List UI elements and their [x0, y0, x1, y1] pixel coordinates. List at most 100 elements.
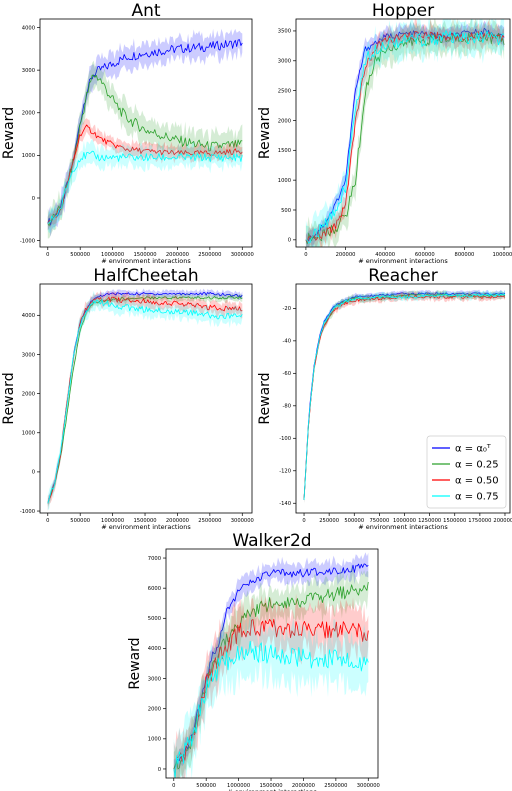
- series-1-band: [305, 19, 505, 247]
- x-tick-label: 1000000: [101, 252, 124, 258]
- series-1-band: [47, 60, 243, 239]
- y-tick-label: 2000: [278, 118, 291, 124]
- x-tick-label: 0: [304, 252, 307, 258]
- x-tick-label: 500000: [70, 518, 90, 524]
- y-tick-label: -1000: [20, 238, 35, 244]
- series-3-line: [47, 299, 243, 504]
- plot-frame: [39, 283, 253, 514]
- series-1-line: [47, 296, 243, 504]
- x-tick-label: 1000000: [393, 518, 416, 524]
- x-axis-label: # environment interactions: [101, 523, 191, 531]
- y-tick-label: -1000: [20, 509, 35, 515]
- series-2-band: [47, 289, 243, 511]
- y-tick-label: 6000: [148, 586, 161, 592]
- plot-series: [47, 28, 243, 239]
- y-axis-label: Reward: [257, 372, 273, 424]
- y-tick-label: 2000: [148, 706, 161, 712]
- y-tick-label: 3500: [278, 29, 291, 35]
- chart-title: Hopper: [372, 1, 434, 21]
- y-tick-label: 4000: [22, 313, 35, 319]
- y-tick-label: 7000: [148, 556, 161, 562]
- plot-frame: [295, 18, 511, 248]
- y-tick-label: -140: [279, 501, 291, 507]
- x-tick-label: 1000000: [227, 783, 250, 789]
- y-tick-label: 1000: [278, 178, 291, 184]
- series-2-line: [173, 618, 369, 776]
- plot-area: [40, 284, 252, 513]
- y-axis-label: Reward: [1, 372, 17, 424]
- x-tick-label: 2000000: [493, 518, 512, 524]
- y-tick-label: 500: [281, 208, 291, 214]
- y-tick-label: 2500: [278, 88, 291, 94]
- y-tick-label: -20: [283, 306, 291, 312]
- y-axis-label: Reward: [257, 107, 273, 159]
- y-tick-label: 0: [158, 767, 161, 773]
- series-1-line: [47, 74, 243, 227]
- chart-halfcheetah: 0 500000 1000000 1500000 2000000 2500000 30000…: [1, 266, 254, 531]
- chart-title: HalfCheetah: [93, 266, 198, 286]
- series-3-line: [305, 30, 505, 244]
- series-0-line: [173, 563, 369, 770]
- legend-label: α = 0.50: [455, 476, 499, 487]
- series-3-band: [47, 138, 243, 233]
- x-tick-label: 2000000: [166, 252, 189, 258]
- y-tick-label: 5000: [148, 616, 161, 622]
- x-tick-label: 750000: [369, 518, 389, 524]
- y-tick-label: 1000: [22, 431, 35, 437]
- plot-series: [173, 552, 369, 778]
- y-axis-label: Reward: [1, 107, 17, 159]
- x-tick-label: 500000: [344, 518, 364, 524]
- x-tick-label: 200000: [336, 252, 356, 258]
- y-tick-label: 1000: [22, 153, 35, 159]
- y-tick-label: -60: [283, 371, 291, 377]
- legend: α = α₀ᵀ α = 0.25 α = 0.50 α = 0.75: [426, 435, 507, 509]
- x-tick-label: 800000: [455, 252, 475, 258]
- y-tick-label: -40: [283, 339, 291, 345]
- series-2-line: [47, 296, 243, 504]
- plot-frame: [295, 283, 511, 514]
- y-tick-label: 3000: [22, 352, 35, 358]
- y-tick-label: -120: [279, 469, 291, 475]
- x-tick-label: 2500000: [324, 783, 347, 789]
- x-tick-label: 0: [172, 783, 175, 789]
- x-tick-label: 3000000: [231, 518, 254, 524]
- x-tick-label: 1000000: [101, 518, 124, 524]
- x-tick-label: 400000: [375, 252, 395, 258]
- x-tick-label: 2500000: [198, 518, 221, 524]
- y-axis-label: Reward: [127, 637, 143, 689]
- x-tick-label: 1500000: [259, 783, 282, 789]
- y-tick-label: 0: [288, 238, 291, 244]
- chart-ant: 0 500000 1000000 1500000 2000000 2500000 30000…: [1, 1, 254, 265]
- x-axis-label: # environment interactions: [358, 257, 448, 265]
- chart-title: Walker2d: [232, 531, 311, 551]
- x-tick-label: 2500000: [198, 252, 221, 258]
- plot-series: [305, 19, 505, 247]
- y-tick-label: 3000: [278, 59, 291, 65]
- series-2-band: [305, 19, 505, 247]
- x-tick-label: 500000: [70, 252, 90, 258]
- series-3-band: [305, 19, 505, 247]
- series-0-band: [173, 552, 369, 778]
- legend-label: α = 0.75: [455, 492, 499, 503]
- y-tick-label: 0: [32, 470, 35, 476]
- series-3-line: [47, 150, 243, 224]
- chart-reacher: 0 250000 500000 750000 1000000 1250000 1500000…: [257, 266, 512, 531]
- y-tick-label: 1500: [278, 148, 291, 154]
- legend-label: α = α₀ᵀ: [455, 444, 491, 455]
- y-tick-label: 2000: [22, 391, 35, 397]
- y-tick-label: 1000: [148, 737, 161, 743]
- x-tick-label: 0: [46, 518, 49, 524]
- x-axis-label: # environment interactions: [227, 788, 317, 791]
- y-tick-label: 2000: [22, 111, 35, 117]
- chart-title: Ant: [131, 1, 160, 21]
- x-tick-label: 0: [302, 518, 305, 524]
- series-3-band: [173, 610, 369, 778]
- x-tick-label: 1750000: [468, 518, 491, 524]
- x-tick-label: 2000000: [166, 518, 189, 524]
- x-tick-label: 1500000: [133, 252, 156, 258]
- y-tick-label: 3000: [22, 68, 35, 74]
- series-2-line: [47, 124, 243, 224]
- y-tick-label: 3000: [148, 676, 161, 682]
- series-3-line: [303, 293, 506, 501]
